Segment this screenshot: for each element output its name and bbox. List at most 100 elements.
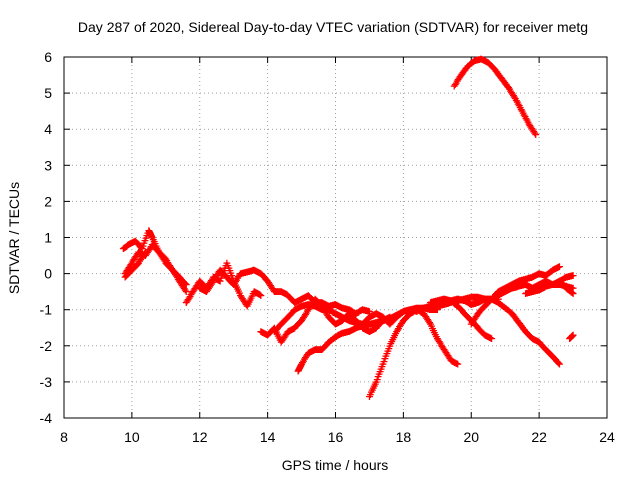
data-point-marker: +: [553, 275, 562, 288]
data-point-marker: +: [475, 291, 484, 304]
data-point-marker: +: [484, 295, 493, 308]
data-point-marker: +: [441, 346, 450, 359]
data-point-marker: +: [508, 308, 517, 321]
data-point-marker: +: [196, 275, 205, 288]
data-point-marker: +: [225, 274, 234, 287]
data-point-marker: +: [375, 318, 384, 331]
data-point-marker: +: [305, 346, 314, 359]
data-point: +: [358, 303, 367, 316]
data-point-marker: +: [251, 286, 260, 299]
data-point-marker: +: [219, 264, 228, 277]
data-point-marker: +: [504, 304, 513, 317]
data-point-marker: +: [259, 326, 268, 339]
data-point-marker: +: [478, 53, 487, 66]
data-point-marker: +: [310, 294, 319, 307]
data-point-marker: +: [481, 292, 490, 305]
data-point-marker: +: [312, 296, 321, 309]
data-point-marker: +: [380, 312, 389, 325]
data-point-marker: +: [205, 277, 214, 290]
data-point-marker: +: [367, 324, 376, 337]
data-point-marker: +: [532, 284, 541, 297]
data-point-marker: +: [176, 276, 185, 289]
data-point-marker: +: [470, 291, 479, 304]
data-point-marker: +: [520, 110, 529, 123]
data-point-marker: +: [138, 239, 147, 252]
data-point: +: [351, 321, 360, 334]
data-point-marker: +: [231, 278, 240, 291]
data-point-marker: +: [340, 326, 349, 339]
data-point-marker: +: [298, 299, 307, 312]
data-point-marker: +: [432, 303, 441, 316]
data-point-marker: +: [322, 303, 331, 316]
data-point-marker: +: [327, 314, 336, 327]
data-point-marker: +: [401, 312, 410, 325]
data-point: +: [182, 296, 191, 309]
data-point-marker: +: [510, 276, 519, 289]
data-point-marker: +: [401, 304, 410, 317]
data-point-marker: +: [334, 329, 343, 342]
data-point: +: [283, 289, 292, 302]
data-point: +: [494, 296, 503, 309]
data-point-marker: +: [519, 278, 528, 291]
data-point: +: [324, 336, 333, 349]
data-point-marker: +: [405, 308, 414, 321]
data-point-marker: +: [515, 317, 524, 330]
data-point-marker: +: [215, 265, 224, 278]
data-point: +: [351, 316, 360, 329]
data-point: +: [338, 301, 347, 314]
data-point-marker: +: [444, 351, 453, 364]
data-point-marker: +: [493, 295, 502, 308]
data-point-marker: +: [315, 343, 324, 356]
data-point-marker: +: [387, 316, 396, 329]
data-point-marker: +: [509, 281, 518, 294]
data-point-marker: +: [272, 325, 281, 338]
data-point: +: [535, 283, 544, 296]
data-point-marker: +: [265, 326, 274, 339]
data-point-marker: +: [418, 302, 427, 315]
data-point: +: [446, 296, 455, 309]
data-point-marker: +: [482, 298, 491, 311]
data-point: +: [297, 292, 306, 305]
data-point-marker: +: [212, 272, 221, 285]
data-point: +: [548, 263, 557, 276]
data-point-marker: +: [375, 315, 384, 328]
data-point-marker: +: [492, 66, 501, 79]
data-point: +: [365, 390, 374, 403]
data-point: +: [385, 318, 394, 331]
data-point-marker: +: [554, 278, 563, 291]
data-point-marker: +: [407, 306, 416, 319]
data-point-marker: +: [563, 270, 572, 283]
data-point: +: [263, 328, 272, 341]
data-point-marker: +: [485, 294, 494, 307]
data-point: +: [188, 285, 197, 298]
data-point: +: [487, 292, 496, 305]
data-point-marker: +: [257, 268, 266, 281]
data-point-marker: +: [314, 302, 323, 315]
data-point-marker: +: [132, 258, 141, 271]
data-point: +: [317, 296, 326, 309]
data-point: +: [338, 327, 347, 340]
data-point-marker: +: [350, 316, 359, 329]
data-point-marker: +: [450, 297, 459, 310]
data-point-marker: +: [190, 282, 199, 295]
data-point-marker: +: [389, 331, 398, 344]
data-point-marker: +: [246, 265, 255, 278]
data-point: +: [141, 245, 150, 258]
data-point-marker: +: [146, 228, 155, 241]
data-point-marker: +: [441, 297, 450, 310]
data-point-marker: +: [307, 299, 316, 312]
data-point-marker: +: [353, 316, 362, 329]
data-point-marker: +: [288, 322, 297, 335]
data-point-marker: +: [337, 310, 346, 323]
data-point: +: [477, 52, 486, 65]
data-point-marker: +: [474, 306, 483, 319]
data-point-marker: +: [462, 295, 471, 308]
data-point-marker: +: [162, 257, 171, 270]
data-point-marker: +: [390, 329, 399, 342]
data-point-marker: +: [356, 319, 365, 332]
data-point-marker: +: [233, 283, 242, 296]
data-point: +: [304, 289, 313, 302]
data-point-marker: +: [174, 273, 183, 286]
data-point-marker: +: [135, 246, 144, 259]
data-point-marker: +: [393, 323, 402, 336]
